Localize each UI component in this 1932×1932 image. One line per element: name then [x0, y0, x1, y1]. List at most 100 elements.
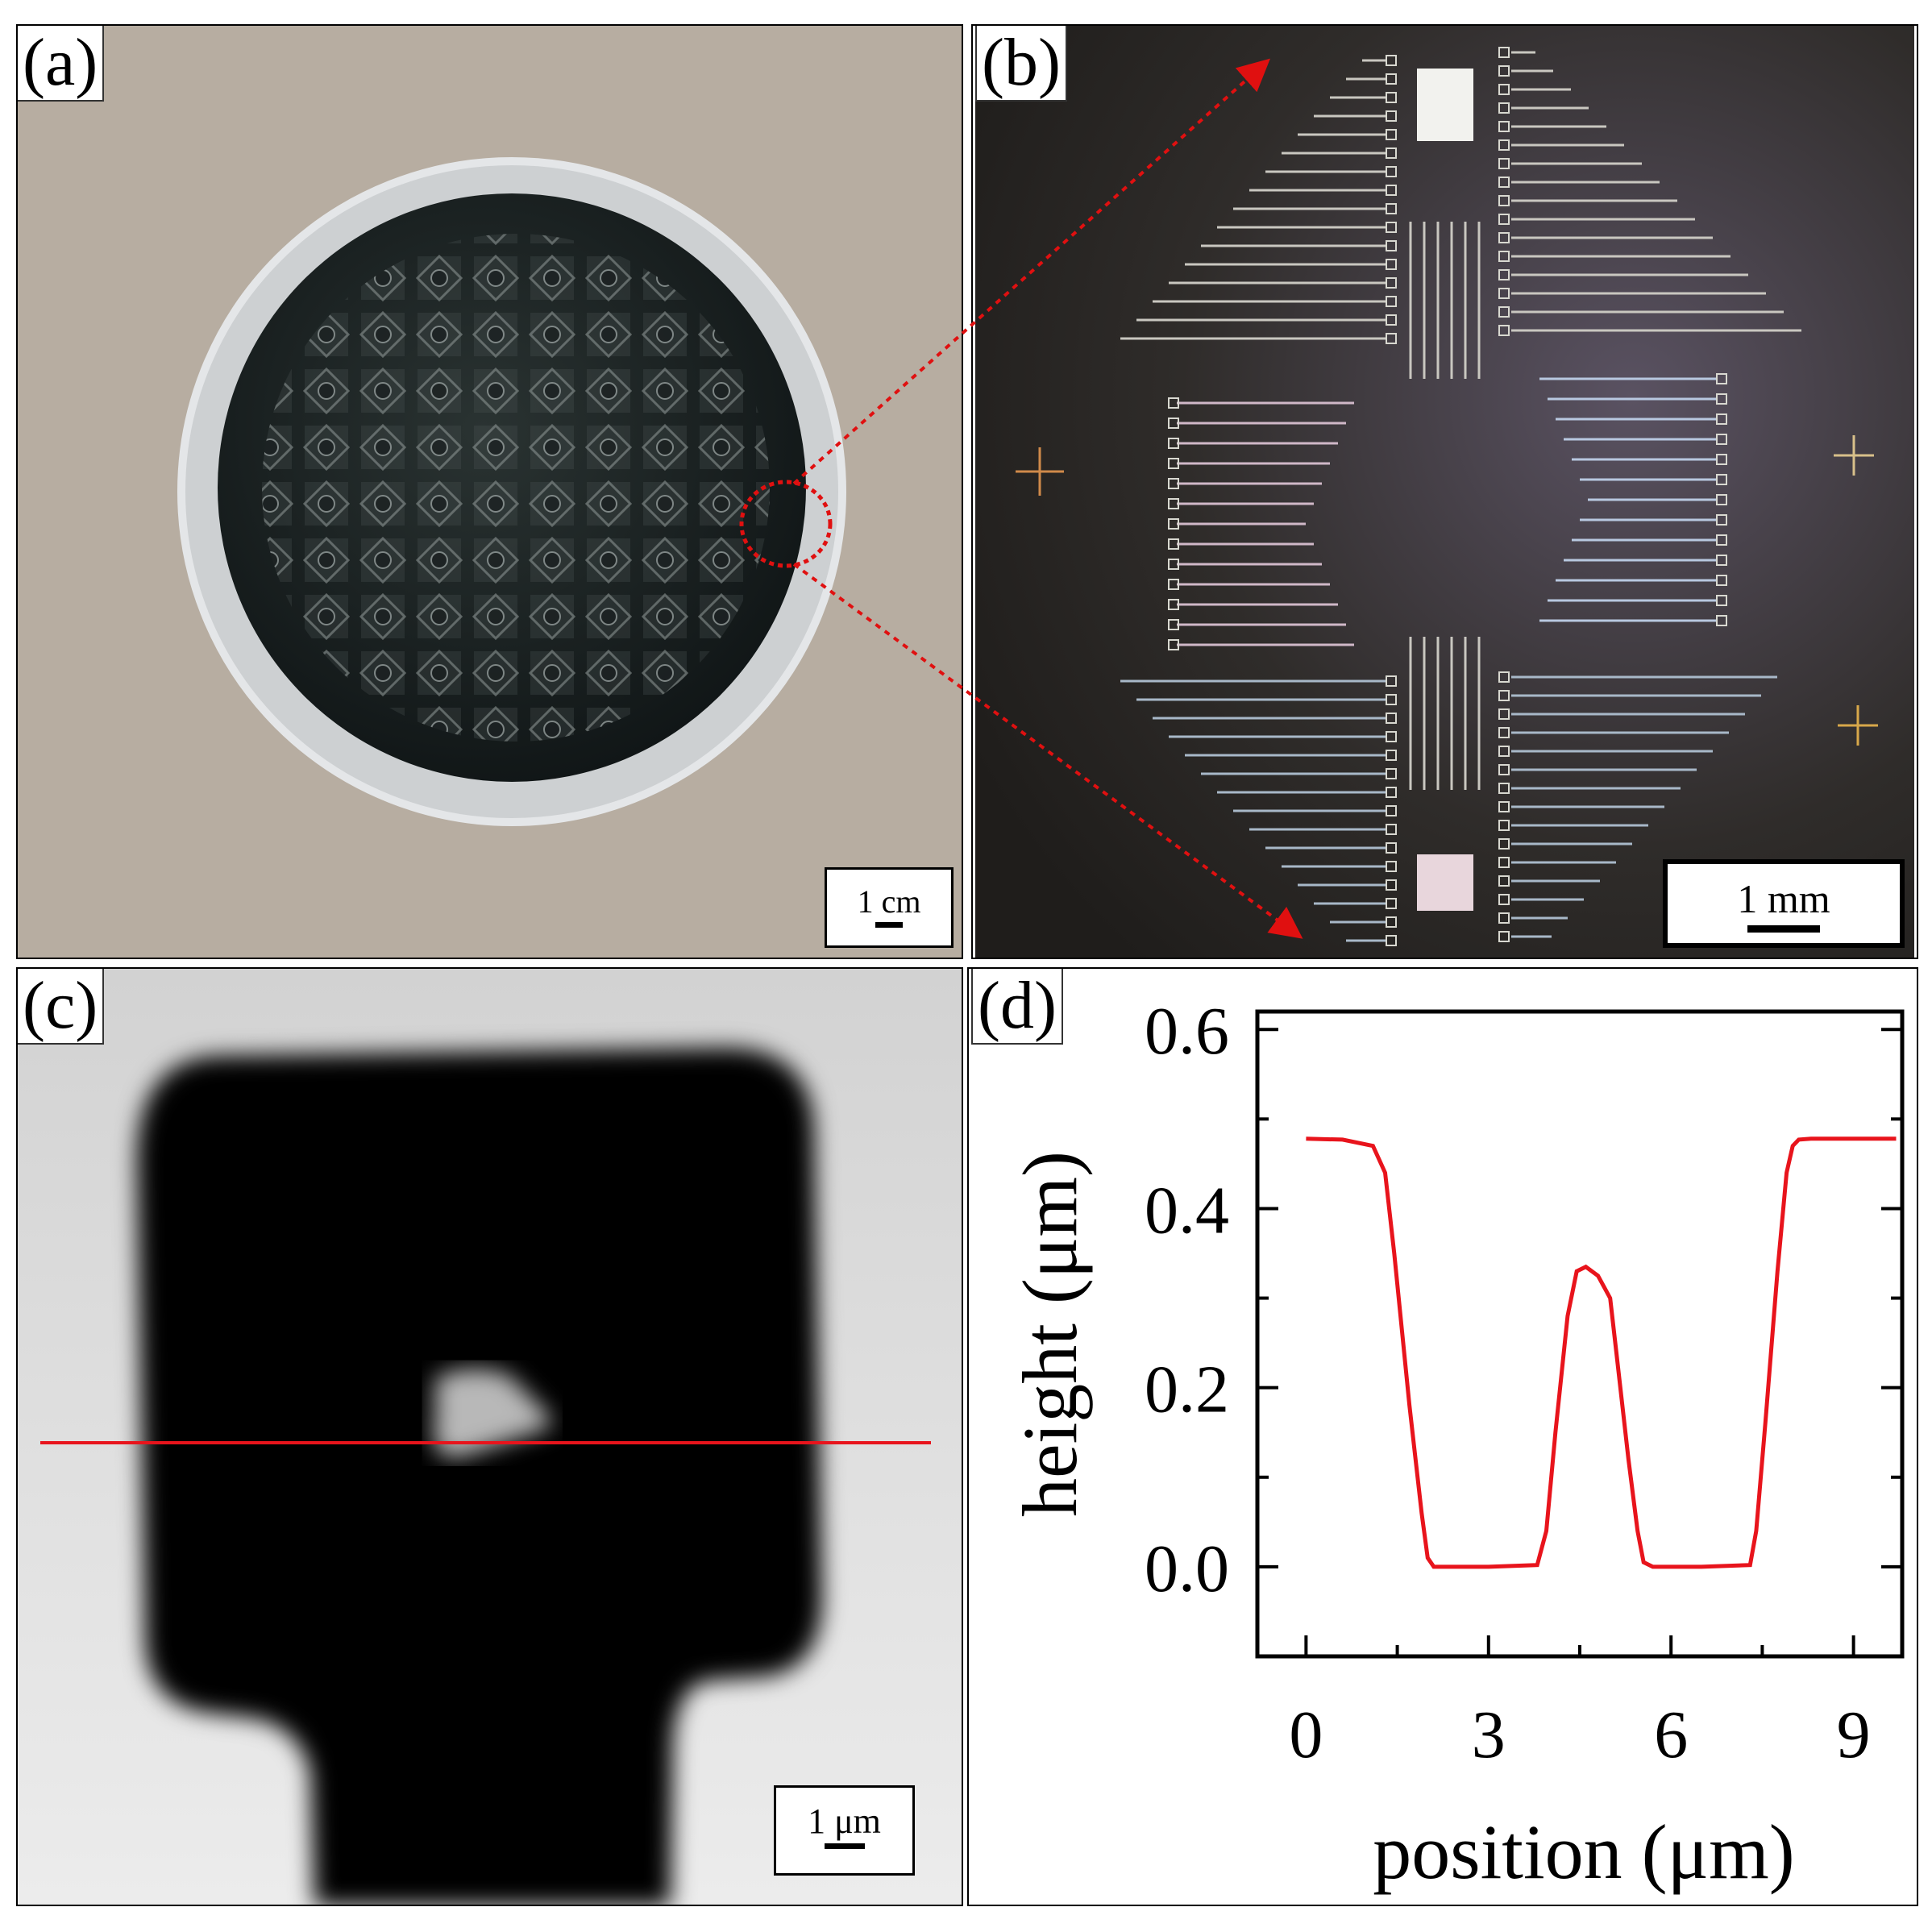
waveguide-pad	[1716, 575, 1727, 586]
waveguide-pad	[1386, 787, 1397, 798]
waveguide-pad	[1498, 269, 1510, 280]
waveguide-pad	[1386, 824, 1397, 835]
scale-bar-label: 1 mm	[1737, 876, 1830, 921]
waveguide-pad	[1498, 232, 1510, 243]
y-tick-label: 0.6	[1145, 994, 1229, 1069]
waveguide-pad	[1498, 195, 1510, 206]
waveguide-pad	[1498, 783, 1510, 794]
waveguide-pad	[1386, 110, 1397, 122]
x-tick-label: 3	[1472, 1697, 1506, 1772]
waveguide-pad	[1386, 731, 1397, 742]
scale-bar-c: 1 μm	[774, 1785, 915, 1876]
waveguide-pad	[1386, 73, 1397, 85]
waveguide-pad	[1716, 615, 1727, 626]
panel-c: 1 μm (c)	[16, 967, 963, 1906]
waveguide-pad	[1168, 518, 1179, 530]
waveguide-pad	[1386, 675, 1397, 687]
waveguide-pad	[1386, 861, 1397, 872]
waveguide-pad	[1498, 857, 1510, 868]
waveguide-pad	[1498, 325, 1510, 336]
waveguide-pad	[1386, 166, 1397, 177]
y-axis-label: height (μm)	[1007, 1151, 1093, 1517]
wafer-photo	[16, 24, 963, 959]
waveguide-pad	[1498, 65, 1510, 77]
x-axis-label: position (μm)	[1373, 1809, 1794, 1895]
scale-bar-label: 1 cm	[857, 883, 921, 920]
panel-label-b: (b)	[975, 24, 1067, 102]
waveguide-pad	[1498, 894, 1510, 905]
y-tick-label: 0.2	[1145, 1352, 1229, 1427]
waveguide-pad	[1386, 259, 1397, 270]
device-body	[137, 1048, 822, 1906]
waveguide-pad	[1386, 240, 1397, 251]
waveguide-pad	[1498, 306, 1510, 318]
scale-bar-label: 1 μm	[808, 1801, 881, 1841]
waveguide-pad	[1716, 494, 1727, 505]
alignment-mark-lower-right	[1838, 705, 1878, 746]
waveguide-pad	[1498, 931, 1510, 942]
waveguide-pad	[1498, 708, 1510, 720]
panel-a: 1 cm (a)	[16, 24, 963, 959]
panel-d: 0.0 0.2 0.4 0.6 0 3 6 9 height (μm) position (…	[971, 967, 1918, 1906]
waveguide-pad	[1386, 55, 1397, 66]
height-profile-chart: 0.0 0.2 0.4 0.6 0 3 6 9 height (μm) position (…	[1007, 994, 1905, 1895]
panel-label-c: (c)	[16, 967, 105, 1045]
waveguide-pad	[1386, 277, 1397, 289]
waveguide-pad	[1386, 879, 1397, 891]
waveguide-pad	[1386, 147, 1397, 159]
scale-bar-b: 1 mm	[1663, 859, 1905, 948]
waveguide-pad	[1498, 746, 1510, 757]
x-tick-label: 9	[1837, 1697, 1871, 1772]
x-tick-label: 6	[1654, 1697, 1688, 1772]
device-array	[262, 234, 770, 742]
waveguide-pad	[1498, 177, 1510, 188]
panel-label-a: (a)	[16, 24, 105, 102]
panel-label-d: (d)	[971, 967, 1063, 1045]
waveguide-pad	[1716, 474, 1727, 485]
scale-bar-a: 1 cm	[825, 867, 954, 948]
waveguide-pad	[1386, 935, 1397, 946]
panel-b: 1 mm (b)	[975, 24, 1914, 959]
waveguide-pad	[1498, 102, 1510, 114]
x-tick-label: 0	[1289, 1697, 1323, 1772]
chip-background	[975, 24, 1914, 959]
waveguide-pad	[1498, 820, 1510, 831]
y-tick-label: 0.0	[1145, 1531, 1229, 1606]
waveguide-pad	[1498, 875, 1510, 887]
chip-micrograph	[975, 24, 1914, 959]
waveguide-pad	[1498, 121, 1510, 132]
triangular-hole	[434, 1369, 551, 1457]
alignment-mark-right	[1834, 435, 1874, 476]
device-micrograph	[16, 967, 963, 1906]
x-tick-labels: 0 3 6 9	[1289, 1697, 1870, 1772]
plot-area-frame	[1255, 1009, 1905, 1659]
waveguide-pad	[1386, 713, 1397, 724]
waveguide-pad	[1386, 185, 1397, 196]
zoom-region-marker	[739, 480, 833, 568]
y-tick-label: 0.4	[1145, 1173, 1229, 1248]
waveguide-pad	[1498, 727, 1510, 738]
waveguide-pad	[1386, 694, 1397, 705]
waveguide-pad	[1716, 534, 1727, 546]
contact-pad-bottom	[1417, 854, 1473, 911]
waveguide-pad	[1498, 251, 1510, 262]
waveguide-pad	[1716, 555, 1727, 566]
waveguide-pad	[1386, 92, 1397, 103]
waveguide-pad	[1716, 434, 1727, 445]
waveguide-pad	[1386, 805, 1397, 816]
waveguide-pad	[1386, 203, 1397, 214]
axis-ticks	[1257, 1028, 1902, 1656]
waveguide-pad	[1498, 158, 1510, 169]
waveguide-pad	[1498, 671, 1510, 683]
waveguide-pad	[1498, 912, 1510, 924]
scale-bar-line	[1747, 925, 1820, 933]
waveguide-pad	[1498, 801, 1510, 812]
waveguide-pad	[1498, 139, 1510, 151]
waveguide-pad	[1498, 214, 1510, 225]
waveguide-pad	[1716, 595, 1727, 606]
waveguide-pad	[1498, 764, 1510, 775]
waveguide-pad	[1716, 393, 1727, 405]
waveguide-pad	[1716, 454, 1727, 465]
height-profile-series	[1306, 1136, 1897, 1569]
waveguide-pad	[1498, 47, 1510, 58]
